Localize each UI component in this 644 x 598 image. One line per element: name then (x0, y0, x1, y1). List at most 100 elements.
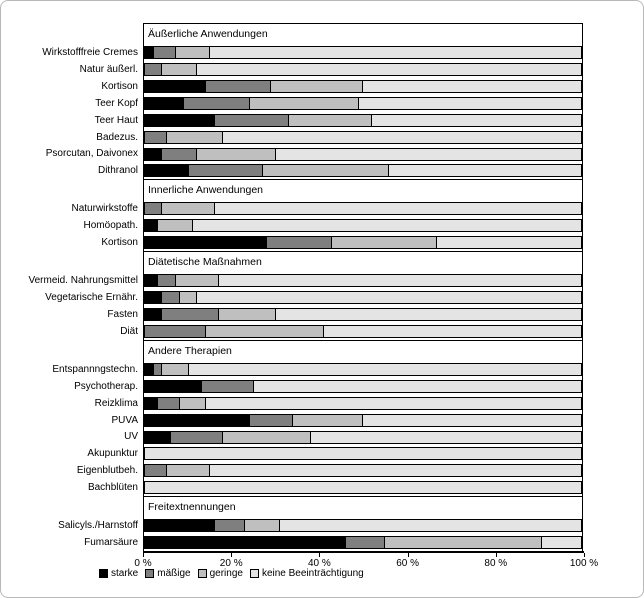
category-label: Bachblüten (87, 482, 138, 494)
stacked-bar (144, 519, 582, 533)
category-label-cell: Reizklima (1, 395, 143, 412)
category-label: Wirkstofffreie Cremes (42, 46, 138, 58)
bar-segment-maessige (145, 63, 163, 75)
group-header-spacer (1, 179, 143, 200)
bar-segment-starke (145, 165, 189, 177)
bar-segment-maessige (171, 431, 224, 443)
stacked-bar (144, 236, 582, 250)
category-label-cell: Akupunktur (1, 445, 143, 462)
bar-cell (143, 44, 583, 61)
legend-item: starke (99, 568, 138, 579)
legend-item: mäßige (145, 568, 191, 579)
category-row: Fumarsäure (1, 534, 583, 552)
category-label-cell: Bachblüten (1, 479, 143, 496)
category-label-cell: Kortison (1, 78, 143, 95)
group-header-row: Diätetische Maßnahmen (1, 251, 583, 273)
category-label-cell: Teer Kopf (1, 95, 143, 112)
bar-segment-maessige (153, 47, 176, 58)
group-header-cell: Innerliche Anwendungen (143, 179, 583, 201)
group-header: Äußerliche Anwendungen (148, 28, 268, 40)
stacked-bar (144, 481, 582, 495)
category-row: Wirkstofffreie Cremes (1, 44, 583, 61)
group-header-row: Innerliche Anwendungen (1, 179, 583, 201)
bar-segment-maessige (201, 380, 254, 392)
bar-cell (143, 322, 583, 340)
stacked-bar (144, 324, 582, 338)
group-header: Diätetische Maßnahmen (148, 256, 262, 269)
bar-cell (143, 394, 583, 412)
bar-segment-geringe (271, 80, 363, 92)
stacked-bar (144, 46, 582, 59)
bar-segment-geringe (332, 237, 438, 249)
category-row: Vermeid. Nahrungsmittel (1, 272, 583, 290)
category-label-cell: Natur äußerl. (1, 61, 143, 78)
category-row: Kortison (1, 77, 583, 95)
bar-cell (143, 305, 583, 323)
category-label: Kortison (101, 237, 138, 249)
group-header-spacer (1, 251, 143, 272)
stacked-bar (144, 291, 582, 305)
category-label-cell: Badezus. (1, 129, 143, 146)
group-header-row: Andere Therapien (1, 339, 583, 361)
category-label-cell: Teer Haut (1, 112, 143, 129)
bar-segment-maessige (345, 537, 385, 549)
category-row: Vegetarische Ernähr. (1, 289, 583, 306)
category-row: Psorcutan, Daivonex (1, 145, 583, 163)
bar-segment-maessige (214, 114, 289, 126)
category-row: Eigenblutbeh. (1, 462, 583, 480)
stacked-bar (144, 413, 582, 427)
x-tick (584, 553, 585, 557)
bar-cell (143, 77, 583, 95)
category-label: PUVA (111, 414, 139, 426)
category-row: Kortison (1, 234, 583, 252)
category-label-cell: Entspannngstechn. (1, 361, 143, 378)
category-row: UV (1, 428, 583, 446)
bar-segment-geringe (175, 275, 220, 287)
bar-segment-starke (145, 220, 159, 232)
bar-segment-starke (145, 431, 172, 443)
bar-cell (143, 111, 583, 129)
category-label: Akupunktur (87, 448, 138, 460)
bar-segment-starke (145, 114, 215, 126)
x-tick (319, 553, 321, 557)
bar-cell (143, 445, 583, 463)
bar-cell (143, 289, 583, 306)
category-row: Natur äußerl. (1, 60, 583, 78)
legend-label: keine Beeinträchtigung (261, 568, 364, 579)
category-label: Teer Kopf (95, 97, 138, 109)
group-header: Innerliche Anwendungen (148, 184, 264, 197)
bar-segment-geringe (293, 414, 363, 426)
bar-segment-geringe (223, 431, 311, 443)
bar-segment-starke (145, 292, 163, 304)
category-label: Salicyls./Harnstoff (58, 520, 138, 532)
category-row: Badezus. (1, 128, 583, 146)
category-label: Kortison (101, 80, 138, 92)
category-label-cell: UV (1, 429, 143, 446)
stacked-bar (144, 130, 582, 144)
stacked-bar (144, 464, 582, 478)
bar-segment-maessige (145, 131, 167, 143)
stacked-bar (144, 307, 582, 321)
bar-cell (143, 128, 583, 146)
category-label-cell: Wirkstofffreie Cremes (1, 44, 143, 61)
plot-area: Äußerliche Anwendungen Wirkstofffreie Cre… (1, 23, 583, 552)
bar-segment-geringe (158, 220, 193, 232)
bar-segment-maessige (267, 237, 333, 249)
legend: starke mäßige geringe keine Beeinträchtigun… (99, 568, 364, 579)
category-label-cell: PUVA (1, 412, 143, 429)
category-row: Akupunktur (1, 445, 583, 463)
stacked-bar (144, 396, 582, 410)
bar-segment-starke (145, 520, 215, 532)
bar-segment-geringe (206, 325, 324, 337)
bar-segment-starke (145, 97, 185, 109)
category-label-cell: Fasten (1, 306, 143, 323)
bar-segment-maessige (188, 165, 263, 177)
category-label: Diät (120, 325, 138, 337)
bar-cell (143, 479, 583, 497)
bar-segment-starke (145, 308, 163, 320)
category-label-cell: Kortison (1, 234, 143, 251)
bar-segment-maessige (162, 292, 180, 304)
category-label-cell: Dithranol (1, 162, 143, 179)
group-header-row: Freitextnennungen (1, 496, 583, 518)
group-header-cell: Äußerliche Anwendungen (143, 23, 583, 44)
